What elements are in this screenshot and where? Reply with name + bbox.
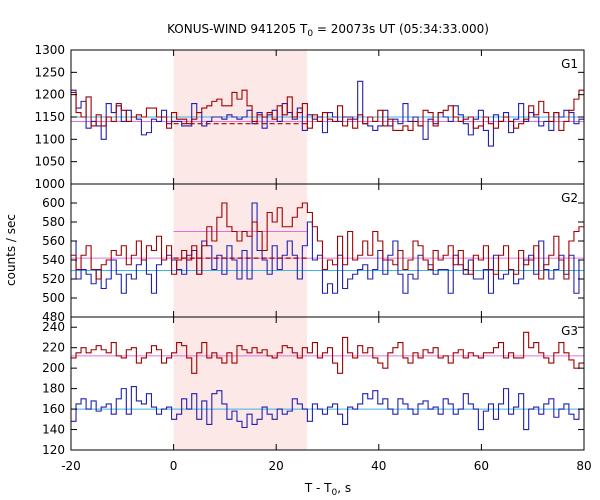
y-tick-label: 520 [42,272,65,286]
highlight-region-g3 [173,317,307,450]
chart-title: KONUS-WIND 941205 T0 = 20073s UT (05:34:… [167,22,489,39]
y-tick-label: 1300 [34,43,65,57]
y-tick-label: 220 [42,341,65,355]
y-tick-label: 580 [42,215,65,229]
x-tick-label: 80 [576,459,591,473]
panel-frame-g3 [70,316,585,451]
y-tick-label: 120 [42,443,65,457]
y-tick-label: 200 [42,361,65,375]
y-tick-label: 500 [42,291,65,305]
x-tick-label: 40 [371,459,386,473]
y-tick-label: 180 [42,382,65,396]
panel-label-g1: G1 [561,57,578,71]
y-tick-label: 1100 [34,132,65,146]
series-b-g3 [71,386,584,431]
y-tick-label: 1150 [34,110,65,124]
y-tick-label: 560 [42,234,65,248]
y-tick-label: 240 [42,320,65,334]
x-axis-label: T - T0, s [304,481,351,498]
series-a-g2 [71,202,584,280]
y-tick-label: 1000 [34,177,65,191]
x-tick-label: 20 [269,459,284,473]
series-a-g1 [71,89,584,131]
panel-label-g3: G3 [561,324,578,338]
panel-frame-g2 [70,183,585,318]
x-tick-label: -20 [61,459,81,473]
y-tick-label: 600 [42,196,65,210]
series-b-g1 [71,80,584,147]
y-tick-label: 480 [42,310,65,324]
y-tick-label: 1250 [34,65,65,79]
series-a-g3 [71,331,584,374]
y-tick-label: 1050 [34,155,65,169]
panel-label-g2: G2 [561,191,578,205]
x-tick-label: 60 [474,459,489,473]
y-tick-label: 1200 [34,88,65,102]
x-tick-label: 0 [170,459,178,473]
series-b-g2 [71,202,584,294]
y-tick-label: 160 [42,402,65,416]
y-tick-label: 540 [42,253,65,267]
y-tick-label: 140 [42,423,65,437]
y-axis-label: counts / sec [4,214,18,286]
